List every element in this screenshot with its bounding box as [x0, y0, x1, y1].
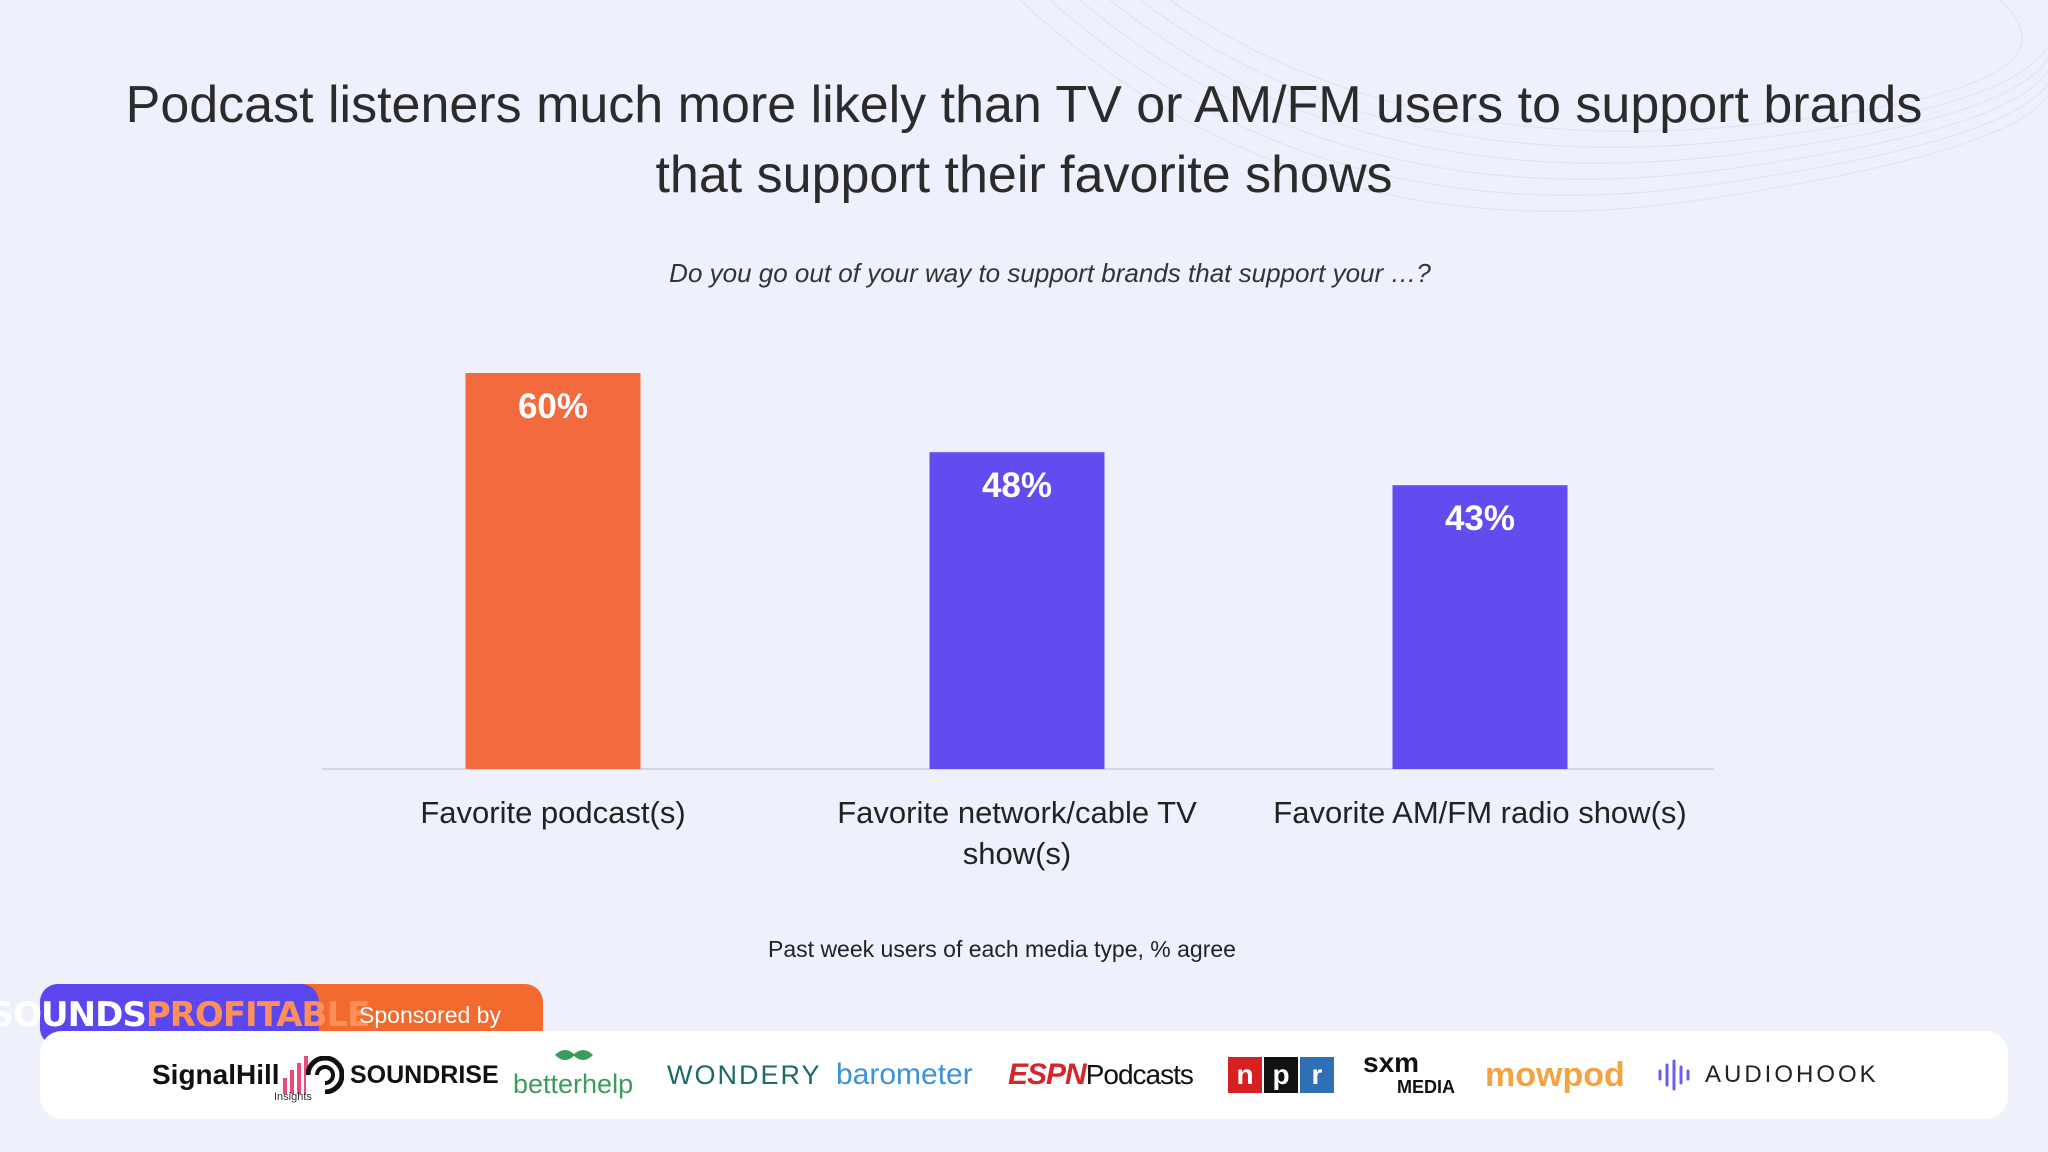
- soundrise-logo: SOUNDRISE: [306, 1031, 499, 1119]
- signal-bars-icon: [282, 1056, 308, 1094]
- bar-value-label-2: 48%: [982, 466, 1052, 505]
- signalhill-sub: Insights: [274, 1091, 312, 1103]
- wondery-logo: WONDERY: [667, 1031, 822, 1119]
- chart-subtitle: Do you go out of your way to support bra…: [669, 258, 1431, 288]
- soundrise-icon: [306, 1056, 344, 1094]
- category-label-2: Favorite network/cable TV show(s): [837, 795, 1197, 871]
- bar-2: [929, 452, 1105, 769]
- bar-chart: 60% 48% 43%: [322, 373, 1714, 770]
- sxm-media-name: MEDIA: [1397, 1077, 1455, 1097]
- barometer-logo: barometer: [836, 1031, 973, 1119]
- chart-title: Podcast listeners much more likely than …: [125, 76, 1923, 204]
- barometer-name: barometer: [836, 1058, 973, 1091]
- wondery-name: WONDERY: [667, 1059, 822, 1090]
- category-label-1: Favorite podcast(s): [420, 795, 686, 830]
- mowpod-logo: mowpod: [1485, 1031, 1625, 1119]
- brand-part2: PROFITABLE: [145, 995, 371, 1035]
- bar-value-label-3: 43%: [1445, 499, 1515, 538]
- audiohook-name: AUDIOHOOK: [1705, 1061, 1879, 1088]
- sxm-media-logo: sxm MEDIA: [1363, 1031, 1455, 1119]
- leaf-icon: [555, 1050, 593, 1060]
- sxm-name: sxm: [1363, 1047, 1420, 1078]
- npr-letter-r: r: [1300, 1057, 1334, 1093]
- audiohook-icon: [1658, 1059, 1690, 1091]
- bar-value-label-1: 60%: [518, 387, 588, 426]
- chart-footnote: Past week users of each media type, % ag…: [768, 936, 1236, 962]
- npr-logo: n p r: [1228, 1031, 1334, 1119]
- bar-3: [1392, 485, 1568, 769]
- sponsor-logos-card: SignalHill Insights SOUNDRISE betterhelp…: [40, 1031, 2008, 1119]
- signalhill-logo: SignalHill Insights: [152, 1031, 312, 1119]
- category-label-3: Favorite AM/FM radio show(s): [1273, 795, 1687, 830]
- sponsored-by-label: Sponsored by: [359, 1002, 501, 1028]
- mowpod-name: mowpod: [1485, 1055, 1625, 1094]
- signalhill-name: SignalHill: [152, 1059, 280, 1090]
- espn-podcasts-name: Podcasts: [1085, 1059, 1194, 1090]
- npr-letter-p: p: [1264, 1057, 1298, 1093]
- espn-name: ESPN: [1008, 1058, 1087, 1091]
- betterhelp-name: betterhelp: [513, 1068, 634, 1099]
- audiohook-logo: AUDIOHOOK: [1657, 1031, 1879, 1119]
- brand-part1: SOUNDS: [0, 995, 147, 1035]
- bar-1: [465, 373, 641, 769]
- espn-podcasts-logo: ESPN Podcasts: [1008, 1031, 1194, 1119]
- betterhelp-logo: betterhelp: [513, 1031, 633, 1119]
- npr-letter-n: n: [1228, 1057, 1262, 1093]
- soundrise-name: SOUNDRISE: [350, 1060, 499, 1089]
